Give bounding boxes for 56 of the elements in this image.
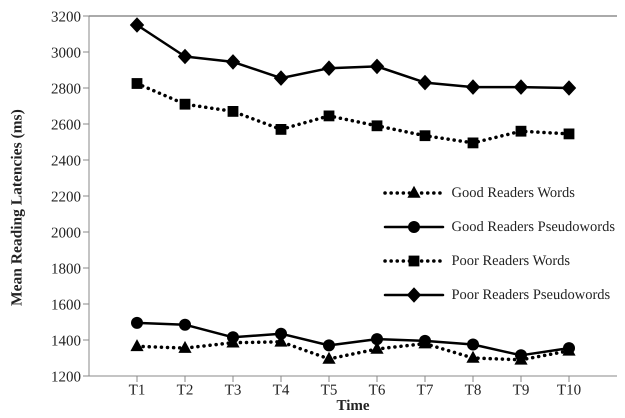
- x-tick-label: T8: [464, 382, 482, 399]
- y-tick-label: 1800: [51, 261, 81, 278]
- point: [468, 138, 478, 148]
- point: [562, 80, 576, 96]
- x-axis-title: Time: [336, 398, 370, 414]
- y-tick-label: 2400: [51, 153, 81, 170]
- point: [418, 74, 432, 90]
- y-tick-label: 2600: [51, 117, 81, 134]
- point: [371, 333, 383, 346]
- y-axis-title: Mean Reading Latencies (ms): [8, 109, 26, 306]
- point: [130, 17, 144, 33]
- point: [226, 54, 240, 70]
- y-tick-label: 3000: [51, 45, 81, 62]
- x-tick-label: T5: [320, 382, 338, 399]
- point: [322, 352, 336, 364]
- point: [466, 350, 480, 363]
- point: [322, 60, 336, 76]
- legend-label: Poor Readers Pseudowords: [451, 286, 610, 304]
- y-tick-label: 1600: [51, 297, 81, 314]
- point: [514, 79, 528, 95]
- legend-label: Good Readers Pseudowords: [451, 218, 615, 236]
- x-tick-label: T2: [176, 382, 194, 399]
- point: [323, 339, 335, 352]
- point: [178, 340, 192, 353]
- y-tick-label: 1200: [51, 369, 81, 386]
- point: [228, 106, 238, 117]
- y-tick-label: 3200: [51, 9, 81, 26]
- point: [180, 98, 190, 110]
- x-tick-label: T3: [224, 382, 242, 399]
- point: [130, 339, 144, 352]
- x-tick-label: T9: [512, 382, 530, 399]
- point: [516, 126, 526, 137]
- point: [564, 128, 574, 140]
- point: [324, 110, 334, 122]
- x-tick-label: T7: [416, 382, 434, 399]
- y-tick-label: 1400: [51, 333, 81, 350]
- y-tick-label: 2200: [51, 189, 81, 206]
- x-tick-label: T4: [272, 382, 290, 399]
- y-tick-label: 2000: [51, 225, 81, 242]
- point: [131, 316, 143, 329]
- point: [372, 120, 382, 132]
- point: [467, 338, 479, 350]
- point: [132, 78, 142, 89]
- point: [274, 70, 288, 86]
- x-tick-label: T6: [368, 382, 386, 399]
- legend-label: Poor Readers Words: [451, 252, 570, 270]
- x-tick-label: T10: [556, 382, 582, 399]
- legend-label: Good Readers Words: [451, 184, 575, 202]
- point: [370, 58, 384, 74]
- point: [276, 124, 286, 135]
- y-tick-label: 2800: [51, 81, 81, 98]
- point: [179, 318, 191, 331]
- x-tick-label: T1: [128, 382, 146, 399]
- point: [420, 130, 430, 142]
- point: [466, 79, 480, 95]
- point: [178, 48, 192, 64]
